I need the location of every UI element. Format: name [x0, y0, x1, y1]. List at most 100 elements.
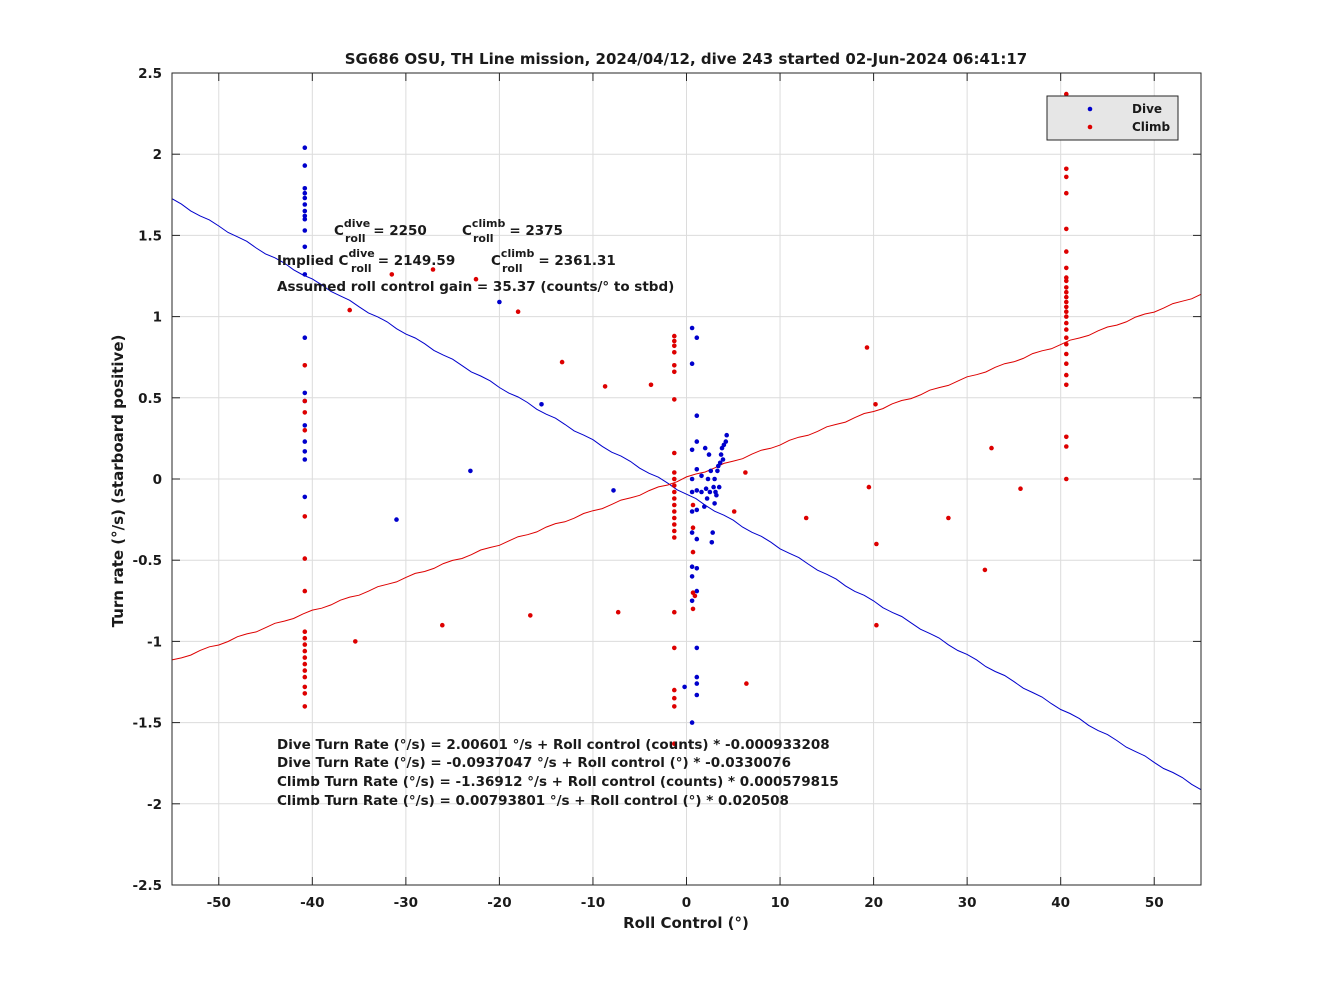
- legend-climb-label: Climb: [1132, 120, 1171, 134]
- dive-point: [714, 492, 719, 498]
- climb-point: [672, 363, 677, 368]
- dive-point: [715, 468, 720, 474]
- x-tick-label: 40: [1051, 895, 1070, 911]
- dive-point: [712, 501, 717, 506]
- dive-point: [302, 186, 308, 191]
- climb-point: [672, 695, 677, 701]
- y-tick-label: 1: [153, 310, 162, 326]
- dive-point: [694, 588, 700, 594]
- climb-point: [690, 549, 696, 555]
- dive-point: [720, 457, 726, 462]
- dive-point: [539, 402, 544, 407]
- dive-point: [689, 489, 695, 495]
- climb-point: [866, 484, 872, 490]
- climb-point: [1064, 341, 1069, 347]
- dive-point: [689, 720, 695, 725]
- x-tick-label: 20: [864, 895, 883, 911]
- c-climb-sup: climb: [472, 217, 506, 230]
- dive-point: [716, 484, 722, 490]
- climb-degrees-equation: Climb Turn Rate (°/s) = 0.00793801 °/s +…: [277, 793, 789, 809]
- climb-point: [1064, 372, 1069, 378]
- dive-point: [704, 496, 710, 501]
- dive-point: [694, 507, 700, 513]
- legend-dive-label: Dive: [1132, 102, 1162, 116]
- climb-point: [302, 661, 308, 667]
- x-tick-label: 30: [958, 895, 977, 911]
- climb-point: [302, 635, 308, 641]
- x-tick-label: -10: [581, 895, 605, 911]
- x-axis-label: Roll Control (°): [623, 914, 749, 932]
- dive-point: [689, 509, 695, 514]
- climb-point: [1018, 486, 1023, 492]
- climb-point: [690, 525, 696, 530]
- dive-point: [682, 684, 687, 690]
- climb-point: [302, 655, 308, 660]
- y-tick-label: -0.5: [132, 553, 162, 569]
- climb-point: [302, 704, 308, 709]
- dive-point: [702, 504, 707, 509]
- climb-point: [648, 382, 654, 388]
- climb-point: [672, 476, 677, 482]
- y-tick-label: 0.5: [138, 391, 162, 407]
- climb-point: [672, 338, 677, 344]
- x-tick-label: -50: [207, 895, 231, 911]
- climb-point: [874, 541, 879, 547]
- climb-point: [989, 445, 994, 451]
- implied-climb-sup: climb: [501, 247, 535, 260]
- climb-point: [1064, 275, 1069, 280]
- climb-point: [672, 369, 677, 375]
- y-tick-label: -2: [147, 797, 162, 813]
- climb-point: [1064, 285, 1069, 290]
- x-tick-label: -30: [394, 895, 418, 911]
- dive-point: [302, 163, 308, 168]
- climb-point: [672, 522, 677, 527]
- climb-point: [672, 704, 677, 709]
- dive-point: [712, 476, 717, 482]
- climb-point: [1064, 289, 1069, 295]
- x-tick-label: 0: [682, 895, 691, 911]
- climb-point: [1064, 382, 1069, 388]
- legend-box: [1046, 95, 1179, 141]
- dive-point: [302, 494, 308, 500]
- implied-dive-annotation: Implied Cdive = 2149.59: [277, 247, 455, 269]
- y-tick-label: -2.5: [132, 878, 162, 894]
- dive-point: [689, 476, 695, 482]
- climb-point: [1064, 299, 1069, 305]
- dive-point: [689, 361, 695, 367]
- y-tick-label: -1.5: [132, 716, 162, 732]
- y-tick-label: 2.5: [138, 66, 162, 82]
- climb-point: [1064, 327, 1069, 332]
- climb-point: [672, 450, 677, 456]
- c-dive-sup: dive: [344, 217, 370, 230]
- climb-point: [302, 588, 308, 594]
- dive-point: [302, 449, 308, 454]
- legend: Dive Climb: [1046, 95, 1179, 141]
- dive-point: [694, 536, 700, 542]
- climb-point: [672, 687, 677, 693]
- c-climb-sub: roll: [473, 232, 494, 245]
- c-dive-sub: roll: [345, 232, 366, 245]
- dive-point: [707, 489, 713, 495]
- dive-point: [302, 390, 308, 396]
- dive-point: [302, 439, 308, 444]
- climb-counts-equation: Climb Turn Rate (°/s) = -1.36912 °/s + R…: [277, 774, 839, 790]
- climb-point: [302, 428, 308, 433]
- climb-point: [690, 606, 696, 612]
- dive-point: [394, 517, 399, 522]
- chart-title: SG686 OSU, TH Line mission, 2024/04/12, …: [345, 50, 1028, 68]
- climb-point: [302, 629, 308, 634]
- climb-point: [672, 489, 677, 495]
- climb-point: [1064, 314, 1069, 319]
- climb-point: [559, 359, 565, 365]
- dive-point: [694, 674, 700, 680]
- climb-point: [302, 684, 308, 690]
- implied-climb-sub: roll: [502, 262, 523, 275]
- climb-point: [302, 363, 308, 368]
- climb-point: [946, 515, 951, 521]
- climb-point: [602, 384, 608, 389]
- x-tick-label: 10: [771, 895, 790, 911]
- dive-point: [302, 335, 308, 341]
- c-dive-letter: C: [334, 223, 344, 239]
- climb-point: [690, 502, 696, 508]
- implied-climb-letter: C: [491, 253, 501, 269]
